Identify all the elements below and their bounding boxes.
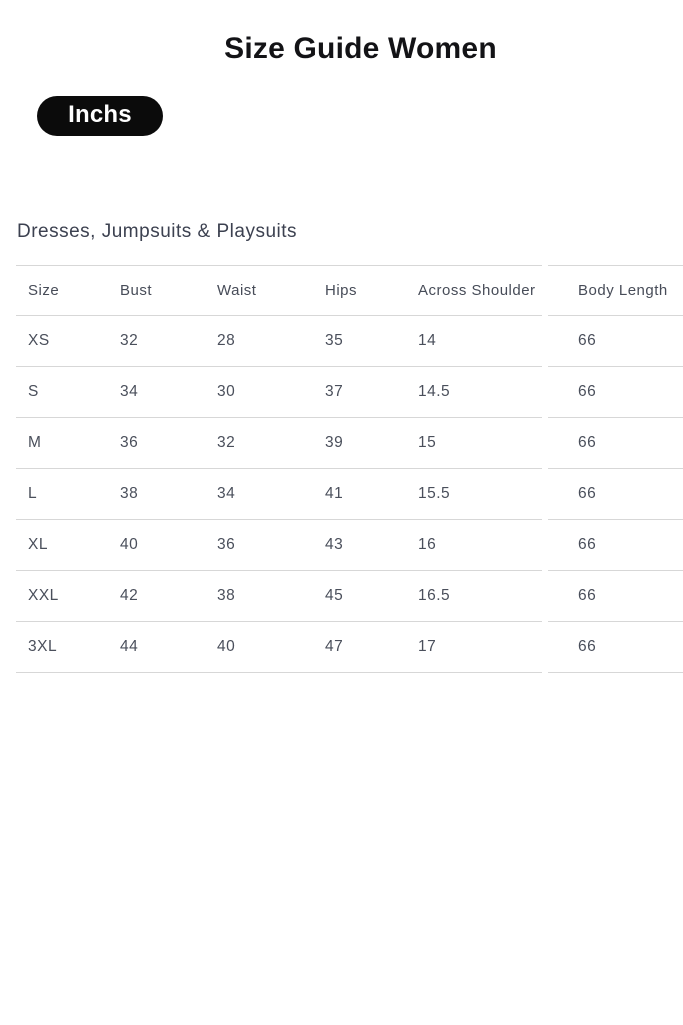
- cell-size: M: [16, 417, 120, 469]
- cell-waist: 34: [217, 468, 325, 520]
- cell-bust: 42: [120, 570, 217, 622]
- cell-size: 3XL: [16, 621, 120, 673]
- cell-waist: 28: [217, 315, 325, 367]
- cell-across-shoulder: 17: [418, 621, 542, 673]
- table-row: M 36 32 39 15 66: [16, 417, 683, 469]
- cell-bust: 40: [120, 519, 217, 571]
- cell-waist: 32: [217, 417, 325, 469]
- cell-body-length: 66: [548, 570, 683, 622]
- cell-hips: 39: [325, 417, 418, 469]
- table-row: L 38 34 41 15.5 66: [16, 468, 683, 520]
- column-header-across-shoulder: Across Shoulder: [418, 265, 542, 316]
- cell-size: L: [16, 468, 120, 520]
- cell-bust: 34: [120, 366, 217, 418]
- cell-hips: 47: [325, 621, 418, 673]
- unit-toggle-button[interactable]: Inchs: [37, 96, 163, 136]
- table-row: XL 40 36 43 16 66: [16, 519, 683, 571]
- cell-body-length: 66: [548, 519, 683, 571]
- cell-waist: 30: [217, 366, 325, 418]
- cell-body-length: 66: [548, 366, 683, 418]
- size-table-scroll-area[interactable]: Size Bust Waist Hips Across Shoulder Bod…: [16, 265, 683, 673]
- table-row: XXL 42 38 45 16.5 66: [16, 570, 683, 622]
- cell-size: S: [16, 366, 120, 418]
- cell-across-shoulder: 16.5: [418, 570, 542, 622]
- cell-across-shoulder: 15: [418, 417, 542, 469]
- cell-across-shoulder: 15.5: [418, 468, 542, 520]
- table-row: 3XL 44 40 47 17 66: [16, 621, 683, 673]
- cell-body-length: 66: [548, 468, 683, 520]
- cell-hips: 35: [325, 315, 418, 367]
- table-header-row: Size Bust Waist Hips Across Shoulder Bod…: [16, 265, 683, 316]
- cell-waist: 36: [217, 519, 325, 571]
- column-header-body-length: Body Length: [548, 265, 683, 316]
- cell-bust: 32: [120, 315, 217, 367]
- cell-size: XS: [16, 315, 120, 367]
- cell-hips: 37: [325, 366, 418, 418]
- column-header-size: Size: [16, 265, 120, 316]
- cell-across-shoulder: 16: [418, 519, 542, 571]
- section-title: Dresses, Jumpsuits & Playsuits: [17, 221, 298, 242]
- table-row: S 34 30 37 14.5 66: [16, 366, 683, 418]
- cell-across-shoulder: 14.5: [418, 366, 542, 418]
- cell-body-length: 66: [548, 417, 683, 469]
- page-title: Size Guide Women: [224, 32, 497, 65]
- cell-waist: 38: [217, 570, 325, 622]
- column-header-waist: Waist: [217, 265, 325, 316]
- cell-hips: 41: [325, 468, 418, 520]
- size-table: Size Bust Waist Hips Across Shoulder Bod…: [16, 265, 683, 673]
- cell-size: XXL: [16, 570, 120, 622]
- cell-size: XL: [16, 519, 120, 571]
- cell-waist: 40: [217, 621, 325, 673]
- cell-bust: 38: [120, 468, 217, 520]
- cell-bust: 44: [120, 621, 217, 673]
- cell-hips: 43: [325, 519, 418, 571]
- table-row: XS 32 28 35 14 66: [16, 315, 683, 367]
- cell-across-shoulder: 14: [418, 315, 542, 367]
- cell-bust: 36: [120, 417, 217, 469]
- cell-hips: 45: [325, 570, 418, 622]
- column-header-bust: Bust: [120, 265, 217, 316]
- cell-body-length: 66: [548, 315, 683, 367]
- cell-body-length: 66: [548, 621, 683, 673]
- column-header-hips: Hips: [325, 265, 418, 316]
